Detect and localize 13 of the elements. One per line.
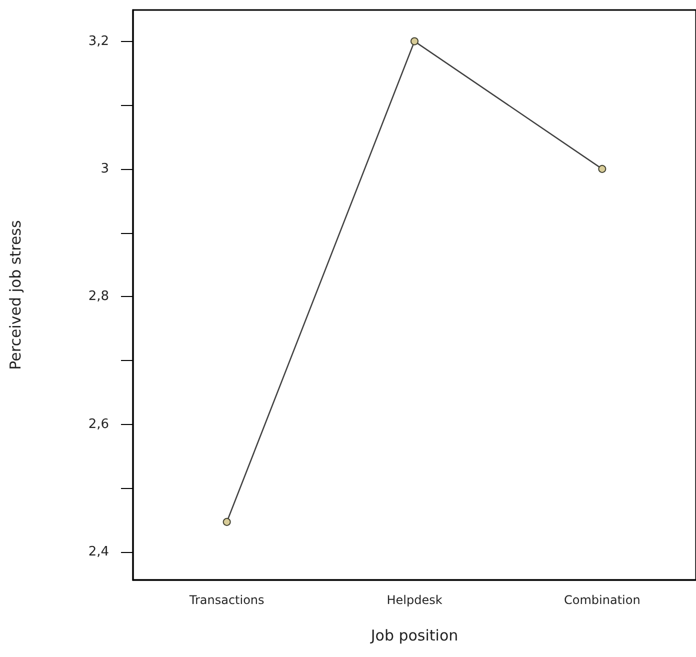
x-tick-label: Transactions	[188, 593, 264, 607]
y-tick-label: 2,6	[88, 416, 109, 432]
point	[598, 164, 606, 173]
y-tick-label: 3,2	[88, 34, 109, 49]
x-tick-label: Combination	[564, 593, 640, 607]
y-tick-label: 2,8	[88, 289, 109, 304]
y-tick-label: 2,4	[88, 544, 109, 560]
point	[410, 37, 418, 46]
y-axis-title: Perceived job stress	[6, 220, 24, 370]
x-tick-label: Helpdesk	[386, 593, 442, 607]
point	[222, 518, 231, 526]
x-axis-title: Job position	[370, 626, 458, 644]
y-tick-label: 3	[100, 161, 109, 176]
